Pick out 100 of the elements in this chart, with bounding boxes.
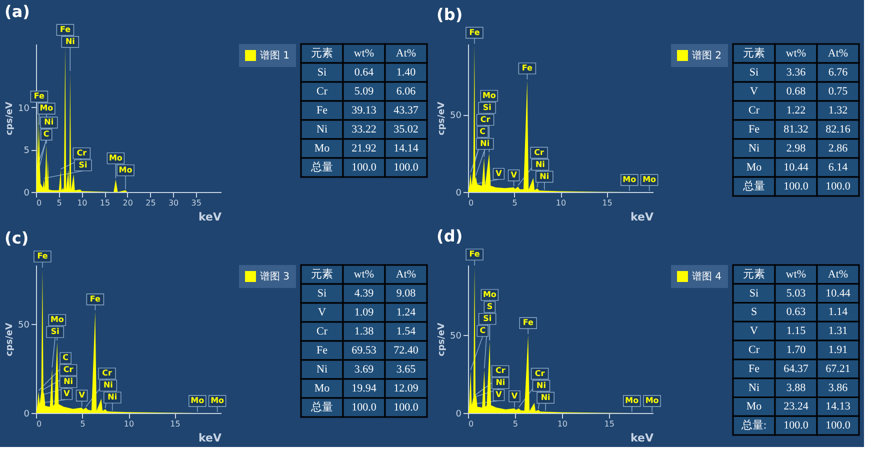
- x-tick-label: 5: [56, 198, 62, 208]
- text: 100.0: [352, 402, 377, 414]
- annotation: Mo: [118, 165, 133, 174]
- text: 12.09: [394, 382, 419, 394]
- annotation: V: [496, 390, 503, 400]
- y-tick-label: 0: [456, 410, 462, 420]
- text: 19.94: [352, 382, 377, 394]
- y-tick-label: 50: [18, 320, 30, 330]
- text: 2.98: [786, 142, 806, 154]
- text: 67.21: [826, 362, 850, 375]
- text: 72.40: [394, 344, 419, 356]
- text: 元素: [743, 267, 765, 280]
- legend-label: 谱图 3: [260, 270, 290, 282]
- annotation: Ni: [65, 36, 76, 46]
- annotation: V: [64, 389, 71, 398]
- annotation: Cr: [495, 366, 506, 376]
- annotation: V: [510, 170, 518, 180]
- annotation: Si: [78, 160, 88, 170]
- text: 5.09: [354, 86, 374, 98]
- annotation: Fe: [522, 318, 534, 328]
- text: 1.24: [396, 306, 416, 318]
- text: 0.75: [828, 86, 848, 98]
- text: 1.38: [354, 326, 374, 338]
- annotation: Cr: [534, 368, 545, 378]
- text: 3.88: [786, 382, 806, 394]
- text: Mo: [746, 162, 762, 174]
- annotation: V: [78, 390, 86, 400]
- text: 10.44: [784, 162, 809, 174]
- annotation: Ni: [535, 160, 546, 169]
- x-tick-label: 10: [557, 420, 568, 428]
- annotation: Mo: [642, 175, 657, 184]
- text: 14.13: [826, 400, 851, 413]
- text: 总量: [742, 180, 765, 192]
- annotation: Ni: [540, 392, 551, 402]
- annotation: Mo: [482, 290, 497, 299]
- x-tick-label: 0: [468, 198, 474, 208]
- text: Cr: [316, 86, 328, 98]
- annotation: Mo: [190, 396, 205, 405]
- annotation: Si: [483, 314, 492, 323]
- chart-title: (d): [436, 226, 463, 246]
- y-axis-title: cps/eV: [5, 102, 16, 136]
- annotation: V: [496, 168, 503, 178]
- text: 1.70: [786, 344, 806, 356]
- text: wt%: [354, 268, 374, 280]
- text: S: [750, 306, 758, 318]
- chart-title: (a): [4, 2, 30, 22]
- text: 0.64: [354, 66, 374, 78]
- text: Ni: [748, 382, 760, 394]
- x-tick-label: 25: [146, 198, 156, 208]
- x-tick-label: 15: [604, 420, 614, 428]
- x-axis-title: keV: [630, 432, 654, 444]
- x-tick-label: 5: [512, 420, 518, 428]
- text: 100.0: [352, 162, 377, 174]
- annotation: Mo: [622, 175, 637, 184]
- text: 0.68: [786, 86, 806, 98]
- text: V: [750, 325, 758, 338]
- text: 64.37: [784, 362, 809, 375]
- y-tick-label: 50: [450, 111, 462, 122]
- text: 100.0: [394, 162, 419, 174]
- text: 3.69: [354, 364, 374, 376]
- annotation: Ni: [536, 380, 546, 390]
- chart-title: (c): [4, 228, 29, 248]
- annotation: Si: [482, 102, 492, 112]
- text: 6.14: [828, 162, 848, 174]
- text: 3.65: [396, 364, 416, 376]
- annotation: Mo: [210, 396, 225, 405]
- text: Fe: [316, 344, 328, 356]
- text: 1.40: [396, 66, 416, 78]
- text: Fe: [748, 124, 760, 136]
- x-tick-label: 15: [602, 198, 612, 208]
- annotation: Fe: [469, 250, 480, 259]
- text: 1.54: [396, 326, 416, 338]
- annotation: Mo: [625, 396, 640, 405]
- x-tick-label: 10: [77, 198, 88, 208]
- text: 43.37: [394, 104, 419, 116]
- text: 82.16: [826, 124, 851, 136]
- text: 元素: [743, 46, 765, 60]
- text: 5.03: [786, 287, 806, 300]
- text: 23.24: [784, 400, 809, 413]
- x-axis-title: keV: [198, 432, 222, 444]
- y-tick-label: 5: [24, 146, 30, 156]
- x-tick-label: 10: [124, 420, 134, 428]
- x-tick-label: 15: [170, 420, 180, 428]
- text: 总量:: [740, 418, 767, 432]
- annotation: Fe: [34, 92, 46, 101]
- text: 81.32: [784, 124, 808, 136]
- annotation: C: [480, 126, 486, 136]
- text: At%: [396, 48, 416, 60]
- text: Mo: [314, 142, 330, 154]
- text: Ni: [316, 364, 328, 376]
- x-tick-label: 0: [36, 198, 42, 208]
- text: Si: [749, 287, 759, 300]
- text: At%: [828, 268, 848, 280]
- x-axis-title: keV: [198, 210, 222, 224]
- text: Si: [317, 288, 327, 300]
- y-axis-title: cps/eV: [5, 322, 16, 356]
- legend-label: 谱图 2: [692, 50, 722, 62]
- annotation: Cr: [76, 148, 87, 158]
- x-tick-label: 5: [80, 420, 86, 428]
- text: Mo: [746, 400, 762, 413]
